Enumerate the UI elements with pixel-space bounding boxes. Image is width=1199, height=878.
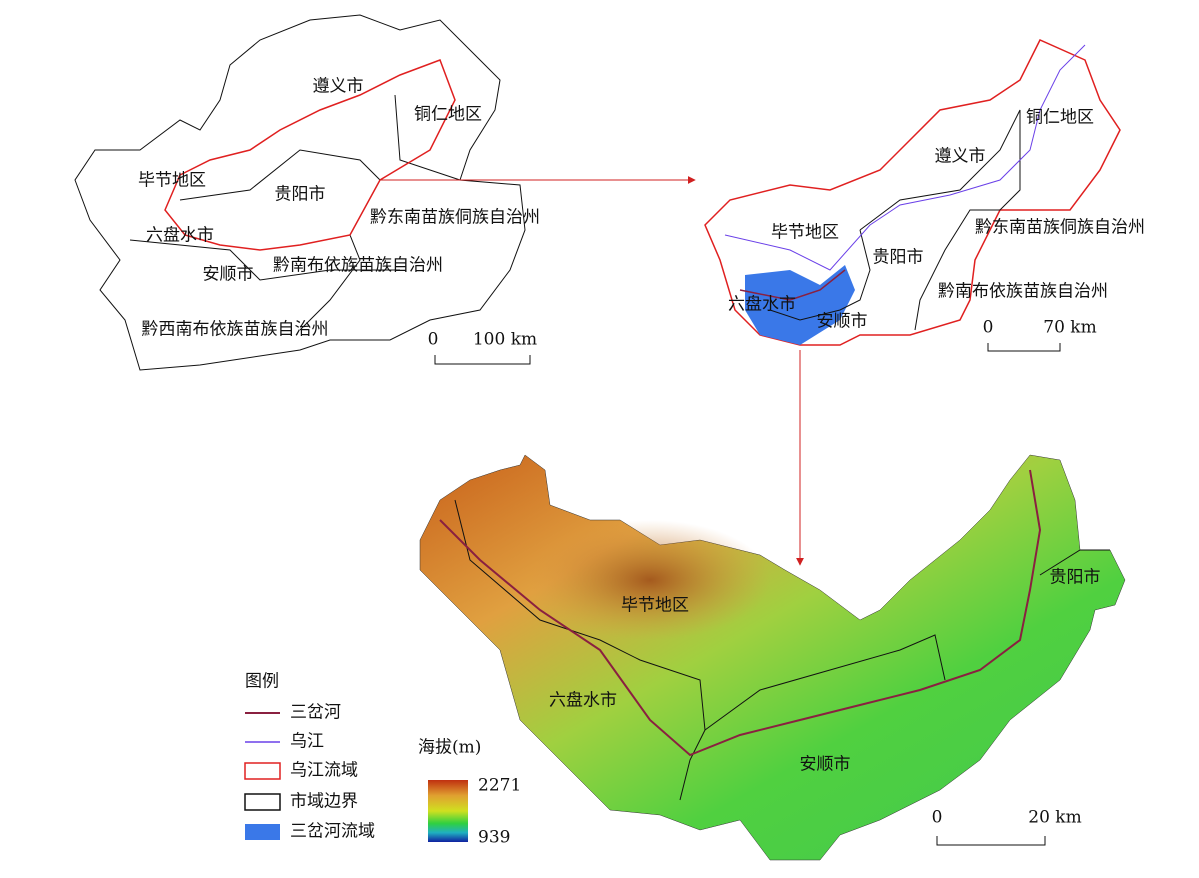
region-label: 黔西南布依族苗族自治州 — [142, 320, 329, 340]
region-label: 黔南布依族苗族自治州 — [938, 282, 1108, 302]
highland — [530, 520, 770, 640]
region-label: 安顺市 — [203, 265, 254, 285]
colorbar-title: 海拔(m) — [418, 738, 481, 758]
legend-title: 图例 — [245, 672, 279, 692]
city-boundary — [859, 109, 1021, 331]
sanchahe-river — [739, 269, 846, 301]
region-label: 铜仁地区 — [414, 105, 482, 125]
region-label: 贵阳市 — [1050, 568, 1101, 588]
city-boundary — [394, 94, 461, 181]
scale-bar — [936, 836, 1046, 846]
legend-label: 市域边界 — [290, 792, 358, 812]
terrain — [419, 454, 1126, 861]
scale-label: 0 — [983, 318, 994, 338]
legend-swatch — [244, 762, 281, 780]
region-label: 贵阳市 — [275, 185, 326, 205]
map-wujiang: 铜仁地区 遵义市 毕节地区 黔东南苗族侗族自治州 贵阳市 六盘水市 黔南布依族苗… — [704, 39, 1145, 352]
scale-label: 0 — [932, 808, 943, 828]
city-boundary — [769, 229, 871, 321]
region-label: 六盘水市 — [728, 295, 796, 315]
legend-label: 三岔河 — [290, 703, 341, 723]
colorbar-label: 2271 — [478, 776, 521, 796]
region-label: 铜仁地区 — [1026, 108, 1094, 128]
scale-label: 100 km — [473, 330, 537, 350]
region-label: 贵阳市 — [873, 248, 924, 268]
map-guizhou: 遵义市 铜仁地区 毕节地区 贵阳市 黔东南苗族侗族自治州 六盘水市 安顺市 黔南… — [74, 14, 540, 371]
region-label: 六盘水市 — [146, 226, 214, 246]
wujiang-basin — [164, 59, 456, 251]
scale-label: 0 — [428, 330, 439, 350]
region-label: 毕节地区 — [138, 171, 206, 191]
colorbar-label: 939 — [478, 828, 510, 848]
legend: 图例 三岔河 乌江 乌江流域 市域边界 三岔河流域 海拔(m) 2271 939 — [244, 672, 521, 848]
map-sanchahe: 毕节地区 贵阳市 六盘水市 安顺市 0 20 km — [419, 454, 1126, 861]
scale-label: 20 km — [1028, 808, 1081, 828]
region-label: 安顺市 — [800, 755, 851, 775]
region-label: 黔东南苗族侗族自治州 — [975, 218, 1145, 238]
legend-swatch — [244, 793, 281, 811]
province-outline — [74, 14, 526, 371]
scale-bar — [434, 355, 531, 365]
sanchahe-river — [439, 469, 1042, 757]
legend-label: 乌江 — [290, 732, 324, 752]
wujiang-river — [724, 44, 1086, 271]
scale-label: 70 km — [1043, 318, 1096, 338]
city-boundary — [704, 634, 946, 731]
city-boundary — [1039, 549, 1110, 576]
legend-swatch — [245, 824, 280, 840]
basin-outline — [704, 39, 1121, 346]
region-label: 黔东南苗族侗族自治州 — [370, 208, 540, 228]
region-label: 毕节地区 — [771, 223, 839, 243]
region-label: 六盘水市 — [549, 691, 617, 711]
city-boundary — [454, 499, 706, 801]
sanchahe-basin — [745, 265, 855, 345]
city-boundary — [129, 239, 400, 281]
region-label: 遵义市 — [935, 147, 986, 167]
colorbar — [428, 780, 468, 842]
legend-label: 乌江流域 — [290, 761, 358, 781]
region-label: 遵义市 — [313, 77, 364, 97]
region-label: 毕节地区 — [621, 596, 689, 616]
legend-label: 三岔河流域 — [290, 822, 375, 842]
region-label: 黔南布依族苗族自治州 — [273, 256, 443, 276]
region-label: 安顺市 — [817, 312, 868, 332]
scale-bar — [987, 343, 1061, 352]
